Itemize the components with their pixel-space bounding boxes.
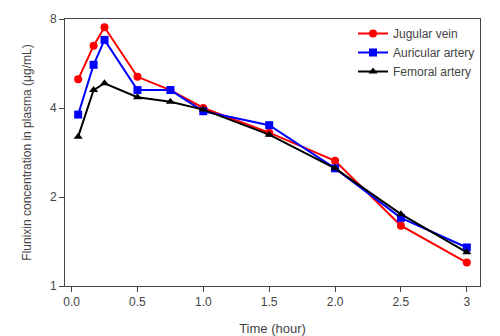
svg-text:1: 1 [50, 279, 57, 293]
svg-text:4: 4 [50, 101, 57, 115]
svg-text:0.5: 0.5 [129, 295, 146, 309]
svg-text:Jugular vein: Jugular vein [393, 27, 458, 41]
svg-text:0.0: 0.0 [63, 295, 80, 309]
svg-text:Time (hour): Time (hour) [239, 321, 306, 336]
svg-text:Flunixin concentration in plas: Flunixin concentration in plasma (μg/mL) [20, 44, 34, 260]
svg-text:2.5: 2.5 [393, 295, 410, 309]
svg-text:Auricular artery: Auricular artery [393, 46, 474, 60]
svg-text:8: 8 [50, 12, 57, 26]
svg-text:2: 2 [50, 190, 57, 204]
svg-text:1.5: 1.5 [261, 295, 278, 309]
svg-text:3: 3 [463, 295, 470, 309]
svg-text:2.0: 2.0 [327, 295, 344, 309]
svg-text:Femoral artery: Femoral artery [393, 65, 471, 79]
svg-text:1.0: 1.0 [195, 295, 212, 309]
